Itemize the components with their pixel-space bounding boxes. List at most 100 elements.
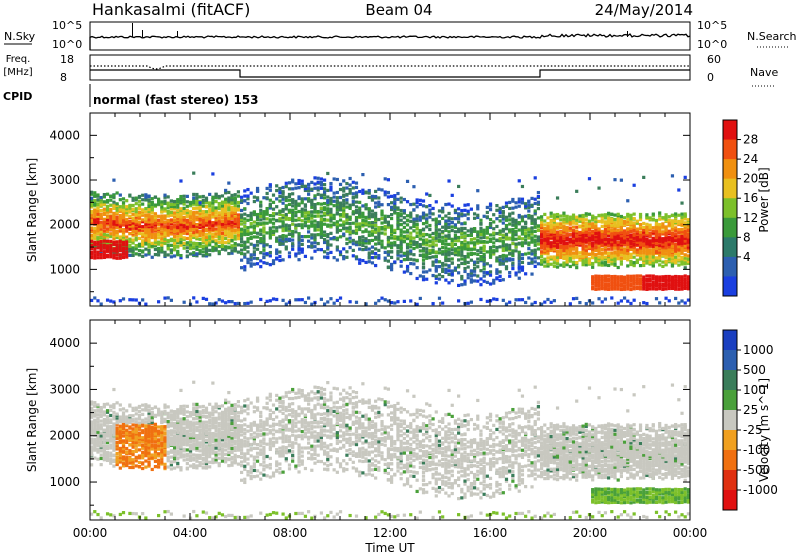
power-cell: [262, 221, 266, 225]
power-cell: [645, 215, 649, 219]
power-cell: [540, 215, 544, 219]
power-cell: [603, 227, 608, 232]
power-cell: [262, 244, 266, 248]
power-cell: [546, 264, 550, 268]
power-cell: [185, 224, 189, 228]
power-cell: [198, 222, 202, 226]
power-cell: [278, 225, 282, 229]
power-cell: [265, 212, 269, 216]
power-cell: [287, 208, 292, 212]
power-cell: [453, 233, 458, 237]
power-cell: [166, 209, 170, 213]
power-cell: [437, 235, 442, 239]
power-cell: [204, 237, 209, 242]
power-cell: [514, 201, 518, 205]
power-cell: [99, 200, 103, 204]
power-cell: [629, 282, 633, 286]
power-cell: [249, 258, 253, 262]
power-cell: [683, 253, 687, 257]
power-cell: [195, 230, 199, 234]
power-cell: [549, 241, 553, 245]
power-cell: [137, 210, 142, 214]
power-cell: [284, 245, 288, 249]
power-cell: [635, 227, 639, 231]
power-cell: [90, 190, 94, 194]
power-cell: [632, 183, 636, 187]
power-cell: [619, 279, 623, 283]
power-cell: [482, 228, 486, 232]
power-cell: [559, 255, 563, 260]
power-cell: [93, 212, 97, 216]
power-cell: [233, 237, 237, 241]
power-cell: [645, 222, 649, 226]
power-cell: [284, 302, 288, 306]
power-cell: [380, 188, 384, 192]
power-cell: [488, 202, 493, 206]
power-cell: [128, 219, 132, 223]
power-cell: [316, 247, 320, 252]
power-cell: [552, 213, 556, 217]
power-cell: [664, 247, 668, 252]
power-cell: [109, 252, 113, 256]
power-cell: [335, 220, 339, 224]
power-cell: [204, 227, 209, 231]
power-cell: [619, 259, 623, 263]
power-cell: [281, 197, 285, 201]
power-cell: [508, 236, 512, 240]
power-cell: [517, 179, 521, 183]
power-cell: [185, 200, 189, 204]
power-cell: [555, 236, 560, 240]
power-cell: [686, 240, 690, 244]
power-cell: [147, 198, 151, 202]
power-cell: [549, 223, 553, 228]
power-cell: [613, 277, 617, 281]
power-cell: [581, 252, 585, 256]
power-cell: [594, 274, 598, 278]
power-cell: [192, 232, 196, 236]
power-cell: [661, 240, 665, 244]
colorbar-frame: [722, 119, 738, 297]
power-cell: [233, 228, 237, 232]
power-cell: [121, 297, 126, 301]
power-cell: [160, 230, 164, 234]
power-cell: [326, 203, 330, 207]
power-cell: [578, 251, 582, 255]
power-cell: [444, 219, 448, 223]
power-cell: [281, 233, 285, 238]
power-cell: [463, 247, 467, 251]
power-cell: [198, 251, 202, 256]
power-cell: [610, 280, 614, 284]
colorbar-swatch: [723, 159, 737, 180]
velocity-cell: [93, 422, 97, 427]
power-cell: [166, 239, 170, 243]
power-cell: [607, 216, 611, 220]
power-cell: [188, 212, 193, 216]
power-cell: [501, 245, 505, 250]
power-cell: [677, 258, 681, 262]
power-cell: [476, 230, 480, 234]
power-cell: [552, 255, 556, 259]
colorbar-tick-label: 12: [743, 211, 758, 225]
power-cell: [198, 205, 202, 209]
power-cell: [450, 241, 454, 245]
power-cell: [504, 302, 509, 306]
power-cell: [192, 192, 196, 197]
power-cell: [472, 263, 477, 267]
power-cell: [265, 221, 269, 225]
power-cell: [642, 282, 646, 286]
power-cell: [511, 197, 515, 202]
power-cell: [192, 252, 196, 257]
freq-panel: Freq. [MHz] 18 8 60 0 Nave: [3, 53, 778, 87]
power-cell: [683, 236, 687, 240]
power-cell: [179, 222, 183, 226]
power-cell: [300, 298, 304, 302]
power-cell: [677, 282, 681, 286]
power-cell: [520, 229, 525, 234]
power-cell: [284, 185, 288, 189]
power-cell: [632, 241, 636, 245]
power-cell: [476, 279, 480, 283]
power-cell: [262, 212, 266, 216]
power-cell: [658, 229, 662, 234]
power-cell: [310, 216, 314, 220]
power-cell: [575, 225, 579, 229]
